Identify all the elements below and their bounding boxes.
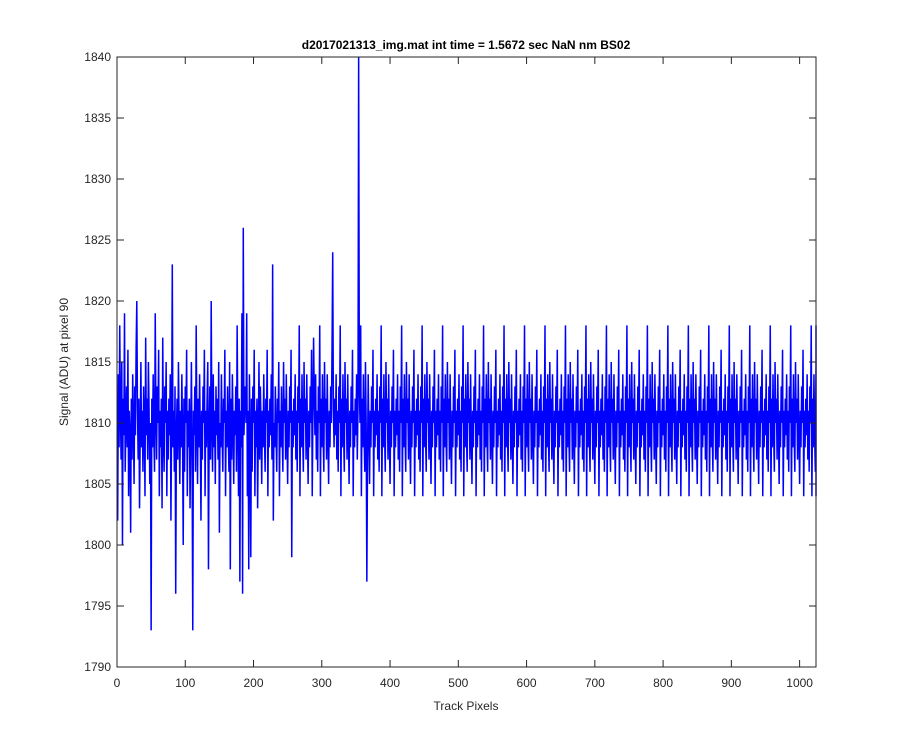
x-tick-label: 800 bbox=[653, 676, 673, 690]
y-axis-ticks: 1790 1795 1800 1805 1810 1815 1820 1825 1830 1835… bbox=[84, 50, 816, 674]
x-tick-label: 0 bbox=[114, 676, 121, 690]
x-tick-label: 200 bbox=[244, 676, 264, 690]
y-tick-label: 1790 bbox=[84, 660, 111, 674]
chart-title: d2017021313_img.mat int time = 1.5672 se… bbox=[302, 38, 631, 52]
x-tick-label: 900 bbox=[721, 676, 741, 690]
x-tick-label: 100 bbox=[175, 676, 195, 690]
y-tick-label: 1795 bbox=[84, 599, 111, 613]
y-tick-label: 1825 bbox=[84, 233, 111, 247]
y-tick-label: 1810 bbox=[84, 416, 111, 430]
x-tick-label: 700 bbox=[585, 676, 605, 690]
x-tick-label: 500 bbox=[448, 676, 468, 690]
y-tick-label: 1805 bbox=[84, 477, 111, 491]
x-tick-label: 1000 bbox=[786, 676, 813, 690]
x-tick-label: 400 bbox=[380, 676, 400, 690]
y-axis-label: Signal (ADU) at pixel 90 bbox=[57, 298, 71, 426]
y-tick-label: 1800 bbox=[84, 538, 111, 552]
signal-series-line bbox=[116, 56, 817, 631]
y-tick-label: 1835 bbox=[84, 111, 111, 125]
y-tick-label: 1840 bbox=[84, 50, 111, 64]
y-tick-label: 1820 bbox=[84, 294, 111, 308]
y-tick-label: 1830 bbox=[84, 172, 111, 186]
x-axis-ticks: 0 100 200 300 400 500 600 700 800 900 1000 bbox=[114, 57, 813, 690]
series-layer bbox=[116, 56, 817, 631]
x-axis-label: Track Pixels bbox=[434, 699, 499, 713]
plot-area bbox=[117, 57, 816, 667]
x-tick-label: 600 bbox=[517, 676, 537, 690]
y-tick-label: 1815 bbox=[84, 355, 111, 369]
x-tick-label: 300 bbox=[312, 676, 332, 690]
